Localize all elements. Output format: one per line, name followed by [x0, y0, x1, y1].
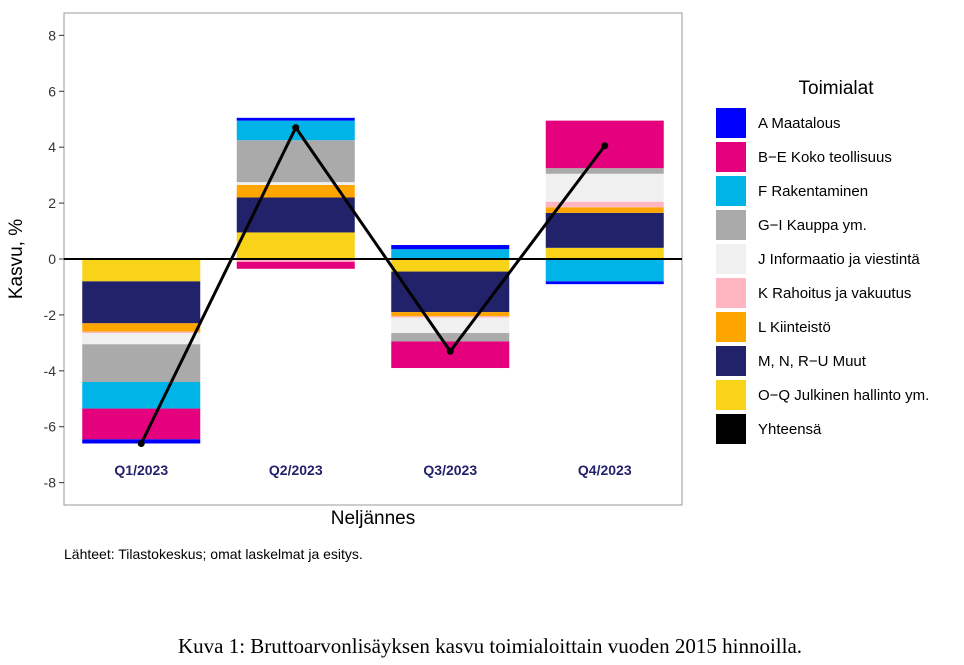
- total-point: [601, 142, 609, 150]
- bar-segment: [391, 245, 510, 250]
- bar-segment: [391, 317, 510, 334]
- bar-segment: [391, 312, 510, 317]
- legend-key: [716, 176, 746, 206]
- bar-segment: [82, 382, 201, 409]
- bar-segment: [82, 259, 201, 282]
- x-tick-label: Q3/2023: [423, 462, 477, 478]
- bar-segment: [545, 173, 664, 202]
- bar-segment: [236, 197, 355, 233]
- bar-segment: [236, 261, 355, 269]
- bar-segment: [545, 212, 664, 248]
- legend-label: L Kiinteistö: [758, 319, 831, 336]
- y-tick-label: 2: [48, 195, 56, 211]
- y-tick-label: -6: [44, 419, 57, 435]
- y-tick-label: 0: [48, 251, 56, 267]
- bar-segment: [391, 259, 510, 272]
- x-tick-label: Q1/2023: [114, 462, 168, 478]
- legend-key: [716, 414, 746, 444]
- legend-key: [716, 142, 746, 172]
- bar-segment: [545, 201, 664, 208]
- bar-segment: [545, 281, 664, 285]
- bar-segment: [391, 249, 510, 259]
- legend-key: [716, 210, 746, 240]
- y-tick-label: 6: [48, 83, 56, 99]
- legend-label: F Rakentaminen: [758, 183, 868, 200]
- legend-title: Toimialat: [799, 78, 875, 99]
- legend-key: [716, 346, 746, 376]
- x-axis-title: Neljännes: [331, 508, 416, 529]
- y-tick-label: 8: [48, 27, 56, 43]
- legend-label: G−I Kauppa ym.: [758, 217, 867, 234]
- bar-segment: [82, 333, 201, 345]
- bar-segment: [236, 140, 355, 183]
- legend-label: K Rahoitus ja vakuutus: [758, 285, 911, 302]
- total-point: [446, 347, 454, 355]
- legend-label: A Maatalous: [758, 115, 841, 132]
- total-point: [137, 440, 145, 447]
- total-line: [139, 124, 606, 445]
- legend-key: [716, 108, 746, 138]
- y-tick-label: -4: [44, 363, 57, 379]
- legend-label: M, N, R−U Muut: [758, 353, 867, 370]
- legend-label: O−Q Julkinen hallinto ym.: [758, 387, 929, 404]
- bar-segment: [82, 408, 201, 440]
- legend-key: [716, 278, 746, 308]
- total-point: [292, 124, 300, 132]
- y-axis-title: Kasvu, %: [6, 219, 27, 299]
- legend-label: Yhteensä: [758, 421, 822, 438]
- bar-segment: [545, 259, 664, 282]
- legend-key: [716, 312, 746, 342]
- bar-segment: [236, 259, 355, 262]
- x-tick-label: Q2/2023: [269, 462, 323, 478]
- bar-segment: [82, 331, 201, 334]
- bar-segment: [236, 117, 355, 121]
- y-tick-label: -8: [44, 475, 57, 491]
- bar-segment: [545, 247, 664, 259]
- bar-segment: [236, 232, 355, 259]
- legend-key: [716, 380, 746, 410]
- bar-segment: [545, 168, 664, 174]
- bar-segment: [82, 281, 201, 324]
- bar-segment: [545, 207, 664, 213]
- legend-label: B−E Koko teollisuus: [758, 149, 892, 166]
- bar-segment: [391, 316, 510, 318]
- x-tick-label: Q4/2023: [578, 462, 632, 478]
- legend-key: [716, 244, 746, 274]
- y-tick-label: 4: [48, 139, 56, 155]
- bar-segment: [391, 333, 510, 342]
- bar-segment: [236, 182, 355, 185]
- bar-segment: [82, 323, 201, 332]
- caption: Kuva 1: Bruttoarvonlisäyksen kasvu toimi…: [178, 634, 802, 658]
- source: Lähteet: Tilastokeskus; omat laskelmat j…: [64, 546, 363, 562]
- legend-label: J Informaatio ja viestintä: [758, 251, 920, 268]
- y-tick-label: -2: [44, 307, 57, 323]
- bar-segment: [82, 344, 201, 382]
